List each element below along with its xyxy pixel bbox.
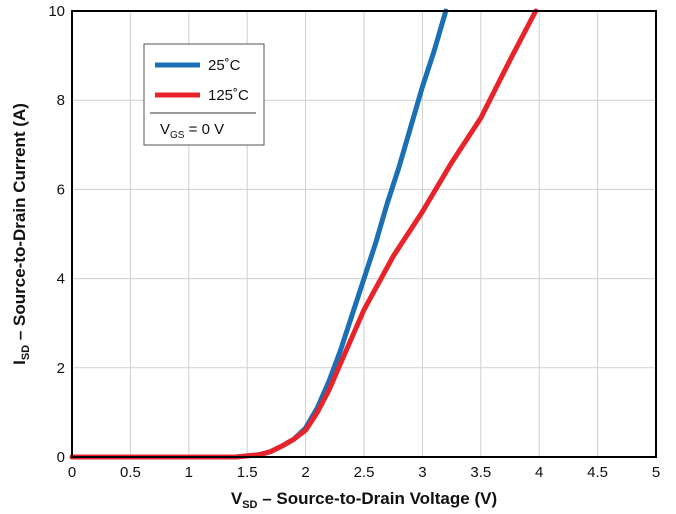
y-axis-title: ISD – Source-to-Drain Current (A) xyxy=(10,103,32,365)
x-tick-labels: 0 0.5 1 1.5 2 2.5 3 3.5 4 4.5 5 xyxy=(68,464,660,481)
y-tick-label: 8 xyxy=(57,92,65,109)
x-tick-label: 3 xyxy=(418,464,426,481)
x-tick-label: 3.5 xyxy=(470,464,491,481)
x-axis-title: VSD – Source-to-Drain Voltage (V) xyxy=(231,489,497,511)
y-tick-label: 6 xyxy=(57,181,65,198)
series-group xyxy=(69,8,539,460)
legend-note: VGS = 0 V xyxy=(160,121,224,141)
legend-label-25c: 25˚C xyxy=(208,57,241,74)
plot-frame xyxy=(71,10,657,458)
x-tick-label: 4 xyxy=(535,464,543,481)
x-tick-label: 5 xyxy=(652,464,660,481)
x-tick-label: 2.5 xyxy=(354,464,375,481)
y-tick-label: 0 xyxy=(57,449,65,466)
series-line-1 xyxy=(69,8,539,460)
x-tick-label: 1.5 xyxy=(237,464,258,481)
legend: 25˚C 125˚C VGS = 0 V xyxy=(143,43,265,146)
y-tick-label: 2 xyxy=(57,360,65,377)
x-tick-label: 2 xyxy=(301,464,309,481)
y-tick-label: 4 xyxy=(57,271,65,288)
y-tick-labels: 0 2 4 6 8 10 xyxy=(48,3,65,466)
x-tick-label: 0.5 xyxy=(120,464,141,481)
x-tick-label: 1 xyxy=(185,464,193,481)
x-tick-label: 4.5 xyxy=(587,464,608,481)
legend-label-125c: 125˚C xyxy=(208,87,249,104)
x-tick-label: 0 xyxy=(68,464,76,481)
y-tick-label: 10 xyxy=(48,3,65,20)
